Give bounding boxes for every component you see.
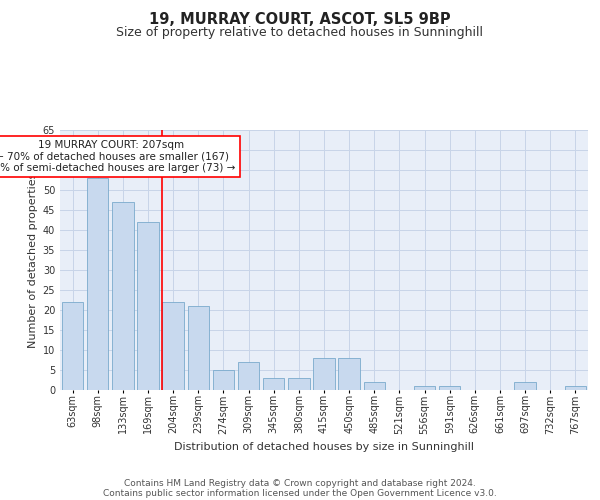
Text: Distribution of detached houses by size in Sunninghill: Distribution of detached houses by size …	[174, 442, 474, 452]
Y-axis label: Number of detached properties: Number of detached properties	[28, 172, 38, 348]
Bar	[112, 202, 134, 390]
Text: Contains HM Land Registry data © Crown copyright and database right 2024.: Contains HM Land Registry data © Crown c…	[124, 478, 476, 488]
Bar	[364, 382, 385, 390]
Bar	[565, 386, 586, 390]
Bar	[414, 386, 435, 390]
Bar	[439, 386, 460, 390]
Bar	[137, 222, 158, 390]
Bar	[87, 178, 109, 390]
Bar	[62, 302, 83, 390]
Bar	[238, 362, 259, 390]
Bar	[313, 358, 335, 390]
Text: 19 MURRAY COURT: 207sqm
← 70% of detached houses are smaller (167)
30% of semi-d: 19 MURRAY COURT: 207sqm ← 70% of detache…	[0, 140, 236, 173]
Bar	[263, 378, 284, 390]
Text: Size of property relative to detached houses in Sunninghill: Size of property relative to detached ho…	[116, 26, 484, 39]
Bar	[188, 306, 209, 390]
Text: 19, MURRAY COURT, ASCOT, SL5 9BP: 19, MURRAY COURT, ASCOT, SL5 9BP	[149, 12, 451, 28]
Bar	[338, 358, 360, 390]
Bar	[514, 382, 536, 390]
Bar	[288, 378, 310, 390]
Bar	[213, 370, 234, 390]
Bar	[163, 302, 184, 390]
Text: Contains public sector information licensed under the Open Government Licence v3: Contains public sector information licen…	[103, 488, 497, 498]
